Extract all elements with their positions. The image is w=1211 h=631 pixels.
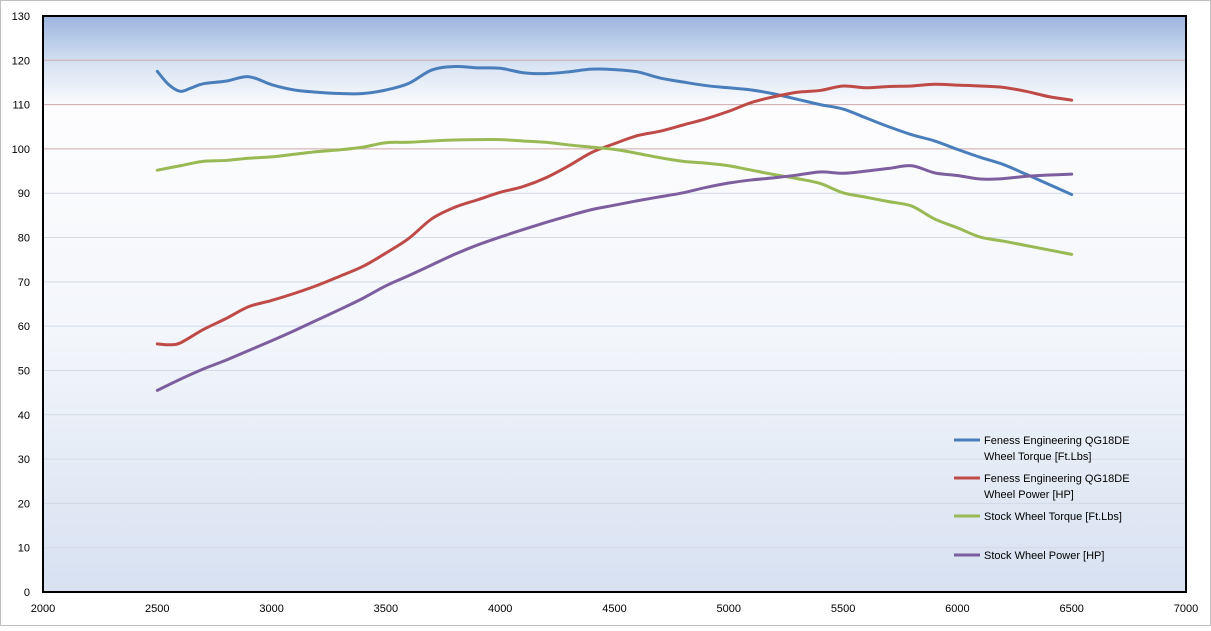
y-tick-label: 60 — [18, 321, 30, 333]
y-tick-label: 80 — [18, 233, 30, 245]
legend-label-stock-torque: Stock Wheel Torque [Ft.Lbs] — [984, 511, 1122, 523]
x-tick-label: 2000 — [31, 603, 55, 615]
legend-label-stock-power: Stock Wheel Power [HP] — [984, 550, 1104, 562]
y-tick-label: 110 — [12, 100, 30, 112]
y-tick-label: 30 — [18, 454, 30, 466]
y-tick-label: 20 — [18, 498, 30, 510]
x-tick-label: 4000 — [488, 603, 512, 615]
x-tick-label: 2500 — [145, 603, 169, 615]
series-line-stock-torque — [155, 138, 1074, 256]
y-tick-label: 70 — [18, 277, 30, 289]
legend-label-feness-torque: Feness Engineering QG18DE Wheel Torque [F… — [984, 435, 1130, 463]
series-line-feness-torque — [155, 64, 1074, 197]
x-tick-label: 3000 — [259, 603, 283, 615]
plot-area — [43, 16, 1186, 592]
x-tick-label: 6000 — [945, 603, 969, 615]
plot-frame — [42, 15, 1187, 593]
legend: Feness Engineering QG18DE Wheel Torque [F… — [954, 435, 1130, 562]
x-tick-label: 7000 — [1174, 603, 1198, 615]
x-tick-label: 3500 — [374, 603, 398, 615]
series-line-stock-power — [155, 164, 1074, 392]
y-tick-label: 130 — [12, 11, 30, 23]
y-tick-label: 90 — [18, 188, 30, 200]
x-tick-label: 6500 — [1059, 603, 1083, 615]
series-lines — [155, 64, 1074, 392]
y-tick-label: 50 — [18, 365, 30, 377]
y-tick-label: 40 — [18, 410, 30, 422]
legend-label-feness-power: Feness Engineering QG18DE Wheel Power [HP… — [984, 473, 1130, 501]
y-tick-label: 10 — [18, 543, 30, 555]
y-tick-label: 100 — [12, 144, 30, 156]
axis-tick-labels: 0 10 20 30 40 50 60 70 80 90 100 110 120 130 2000 2500 3… — [12, 11, 1199, 615]
x-tick-label: 5000 — [717, 603, 741, 615]
x-tick-label: 4500 — [602, 603, 626, 615]
x-tick-label: 5500 — [831, 603, 855, 615]
y-tick-label: 0 — [24, 587, 30, 599]
y-tick-label: 120 — [12, 55, 30, 67]
